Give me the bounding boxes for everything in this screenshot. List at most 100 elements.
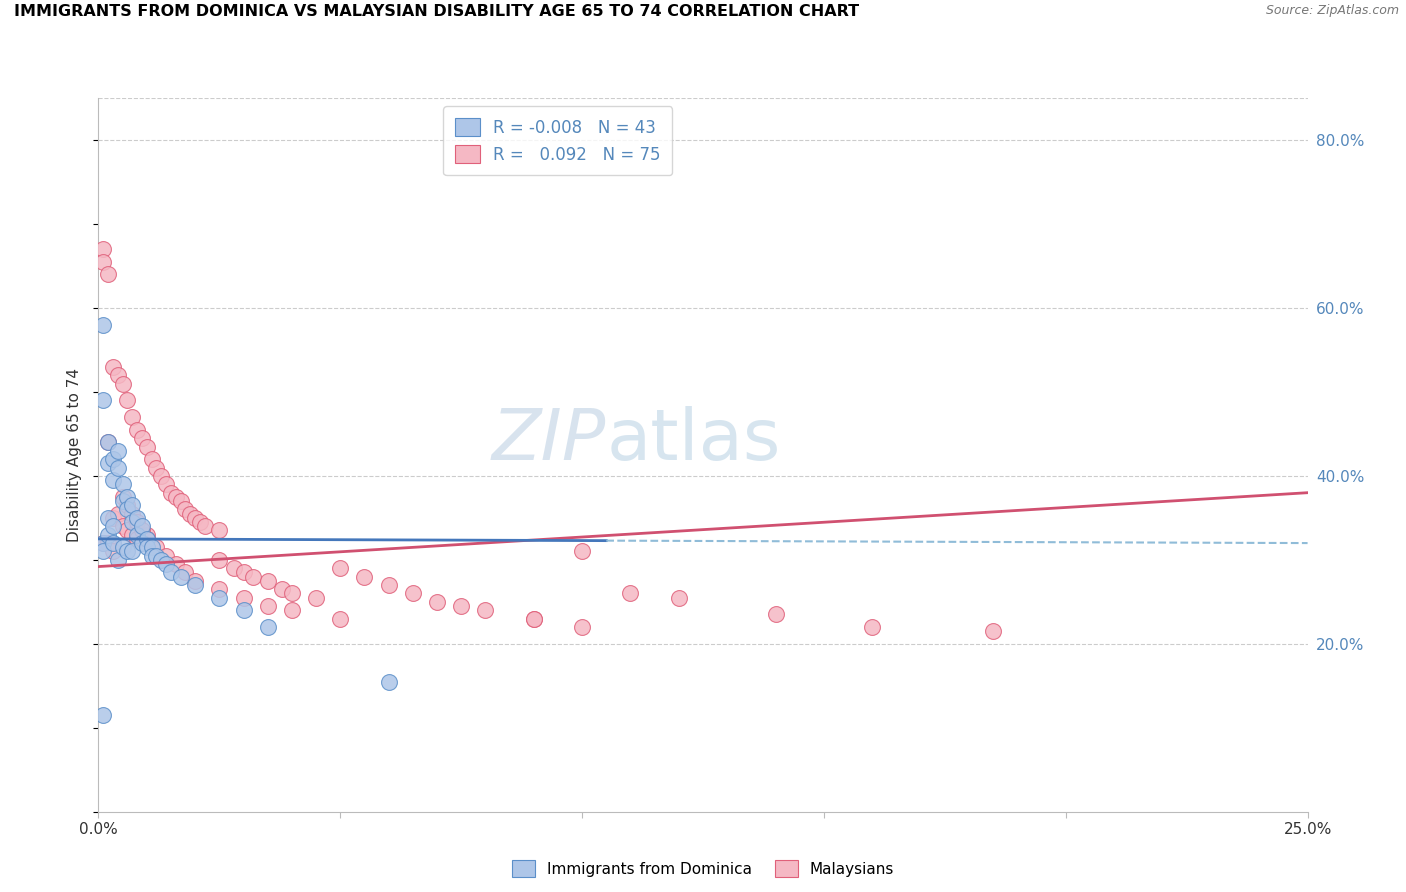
Point <box>121 515 143 529</box>
Point <box>121 498 143 512</box>
Point <box>107 443 129 458</box>
Point <box>97 511 120 525</box>
Point <box>256 620 278 634</box>
Point <box>111 376 134 391</box>
Point <box>860 620 883 634</box>
Point <box>165 490 187 504</box>
Point <box>135 532 157 546</box>
Point <box>111 541 134 555</box>
Point <box>135 527 157 541</box>
Point <box>184 574 207 588</box>
Point <box>101 544 124 558</box>
Point <box>91 318 114 332</box>
Point <box>145 541 167 555</box>
Point <box>97 536 120 550</box>
Point <box>91 536 114 550</box>
Point <box>155 477 177 491</box>
Point <box>141 549 163 563</box>
Point <box>329 612 352 626</box>
Text: IMMIGRANTS FROM DOMINICA VS MALAYSIAN DISABILITY AGE 65 TO 74 CORRELATION CHART: IMMIGRANTS FROM DOMINICA VS MALAYSIAN DI… <box>14 4 859 20</box>
Point <box>111 494 134 508</box>
Text: atlas: atlas <box>606 406 780 475</box>
Text: ZIP: ZIP <box>492 406 606 475</box>
Point <box>194 519 217 533</box>
Point <box>117 524 139 538</box>
Point <box>150 553 173 567</box>
Point <box>91 708 114 723</box>
Point <box>281 603 304 617</box>
Point <box>97 435 120 450</box>
Point <box>121 544 143 558</box>
Point <box>571 544 593 558</box>
Point <box>135 532 157 546</box>
Point <box>135 541 157 555</box>
Point <box>111 477 134 491</box>
Point <box>271 582 294 597</box>
Point <box>101 536 124 550</box>
Point <box>402 586 425 600</box>
Point <box>765 607 787 622</box>
Point <box>107 507 129 521</box>
Point <box>131 431 153 445</box>
Point <box>127 527 149 541</box>
Point <box>571 620 593 634</box>
Point <box>131 519 153 533</box>
Point <box>155 549 177 563</box>
Point <box>377 674 399 689</box>
Point <box>174 566 197 580</box>
Point <box>169 569 191 583</box>
Point <box>101 359 124 374</box>
Point <box>426 595 449 609</box>
Point <box>127 515 149 529</box>
Point <box>145 549 167 563</box>
Point <box>91 536 114 550</box>
Point <box>97 527 120 541</box>
Point <box>107 460 129 475</box>
Point <box>160 485 183 500</box>
Legend: Immigrants from Dominica, Malaysians: Immigrants from Dominica, Malaysians <box>505 853 901 884</box>
Point <box>117 490 139 504</box>
Point <box>184 578 207 592</box>
Point <box>145 460 167 475</box>
Point <box>281 586 304 600</box>
Point <box>160 566 183 580</box>
Point <box>179 507 201 521</box>
Point <box>523 612 546 626</box>
Point <box>169 494 191 508</box>
Point <box>127 423 149 437</box>
Point <box>256 574 278 588</box>
Point <box>141 541 163 555</box>
Point <box>329 561 352 575</box>
Point <box>619 586 641 600</box>
Point <box>208 582 231 597</box>
Point <box>91 393 114 408</box>
Point <box>101 452 124 467</box>
Point <box>117 502 139 516</box>
Point <box>107 368 129 383</box>
Point <box>150 469 173 483</box>
Point <box>155 557 177 571</box>
Point <box>353 569 375 583</box>
Point <box>474 603 496 617</box>
Point <box>184 511 207 525</box>
Point <box>232 566 254 580</box>
Point <box>121 410 143 425</box>
Point <box>127 532 149 546</box>
Point <box>188 515 211 529</box>
Point <box>97 268 120 282</box>
Point <box>101 519 124 533</box>
Point <box>97 435 120 450</box>
Point <box>222 561 245 575</box>
Point <box>523 612 546 626</box>
Point <box>141 452 163 467</box>
Point <box>91 242 114 256</box>
Point <box>165 557 187 571</box>
Point <box>208 591 231 605</box>
Point <box>668 591 690 605</box>
Point <box>121 507 143 521</box>
Point <box>208 524 231 538</box>
Point <box>111 490 134 504</box>
Point <box>450 599 472 613</box>
Point <box>232 591 254 605</box>
Point <box>232 603 254 617</box>
